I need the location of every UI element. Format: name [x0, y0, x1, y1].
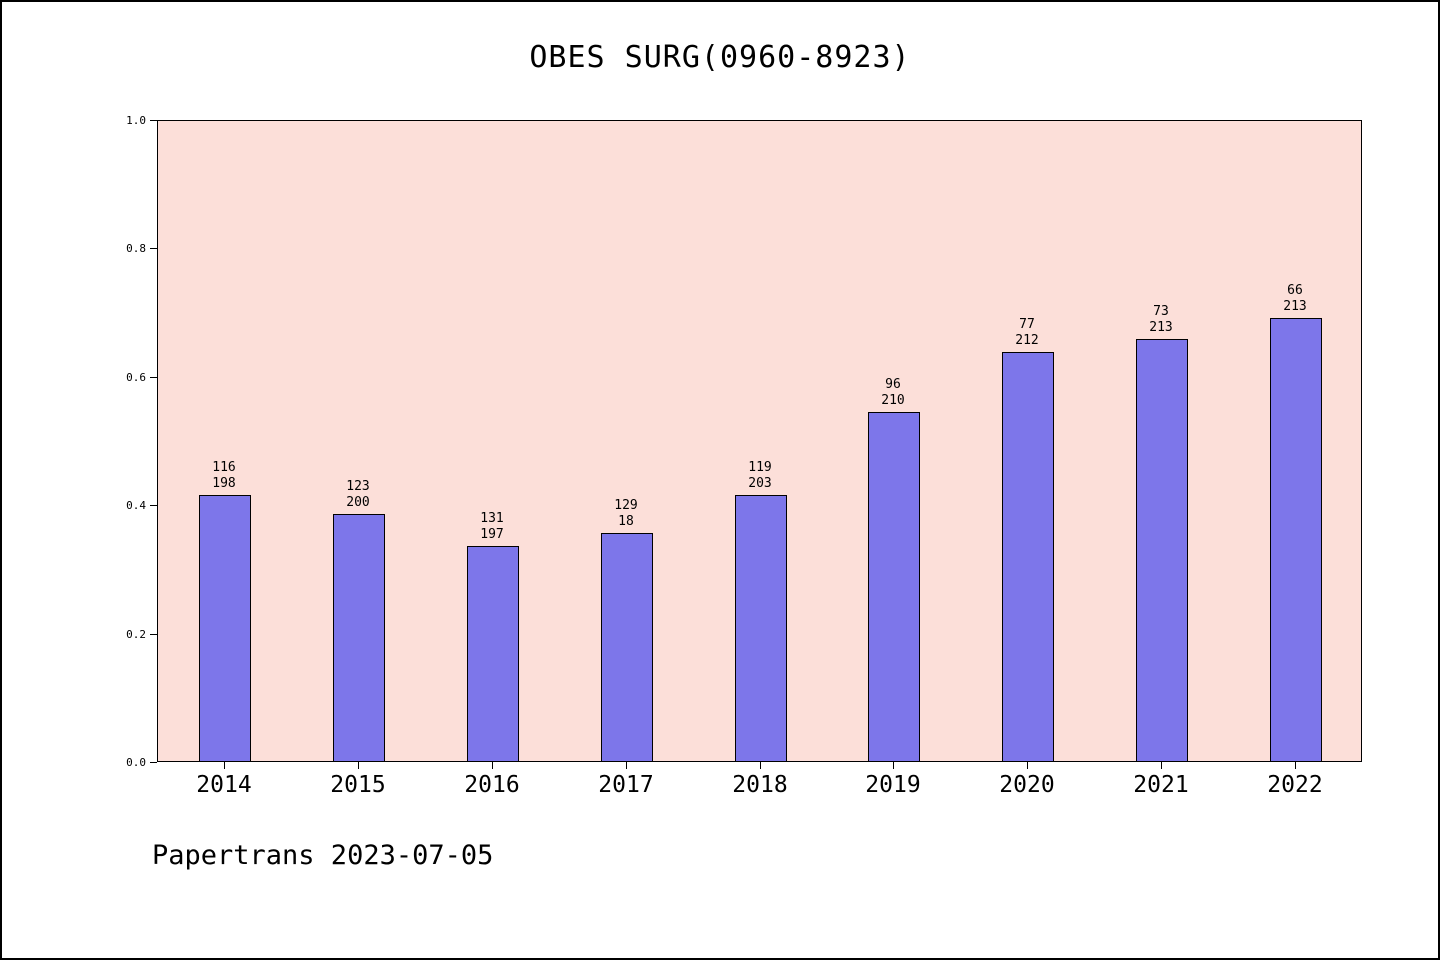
chart-title: OBES SURG(0960-8923)	[529, 40, 911, 75]
x-tick-mark-2014	[224, 762, 225, 769]
bar-value-label-2020: 77 212	[1015, 317, 1039, 348]
bar-value-label-2017: 129 18	[614, 498, 638, 529]
x-tick-mark-2017	[626, 762, 627, 769]
x-tick-label-2020: 2020	[999, 772, 1055, 798]
plot-area	[157, 120, 1362, 762]
bar-2014	[199, 495, 251, 761]
bar-2015	[333, 514, 385, 761]
y-tick-mark-0.4	[150, 505, 157, 506]
bar-2019	[868, 412, 920, 761]
x-tick-mark-2020	[1027, 762, 1028, 769]
x-tick-label-2017: 2017	[598, 772, 654, 798]
y-tick-mark-0.6	[150, 377, 157, 378]
x-tick-mark-2021	[1161, 762, 1162, 769]
y-tick-label-0.0: 0.0	[126, 756, 146, 769]
x-tick-mark-2018	[760, 762, 761, 769]
x-tick-label-2019: 2019	[865, 772, 921, 798]
y-tick-mark-0.8	[150, 248, 157, 249]
x-tick-label-2021: 2021	[1133, 772, 1189, 798]
bar-value-label-2022: 66 213	[1283, 283, 1307, 314]
x-tick-mark-2015	[358, 762, 359, 769]
x-tick-label-2022: 2022	[1267, 772, 1323, 798]
footer-text: Papertrans 2023-07-05	[152, 840, 494, 871]
bar-value-label-2015: 123 200	[346, 479, 370, 510]
x-tick-label-2018: 2018	[732, 772, 788, 798]
y-tick-label-0.8: 0.8	[126, 242, 146, 255]
x-tick-label-2016: 2016	[464, 772, 520, 798]
x-tick-mark-2022	[1295, 762, 1296, 769]
bar-value-label-2014: 116 198	[212, 460, 236, 491]
y-tick-label-0.4: 0.4	[126, 499, 146, 512]
bar-2020	[1002, 352, 1054, 761]
x-tick-mark-2019	[893, 762, 894, 769]
x-tick-label-2015: 2015	[330, 772, 386, 798]
bar-value-label-2019: 96 210	[881, 377, 905, 408]
bar-value-label-2021: 73 213	[1149, 304, 1173, 335]
y-tick-label-1.0: 1.0	[126, 114, 146, 127]
bar-2017	[601, 533, 653, 761]
y-tick-mark-0.2	[150, 634, 157, 635]
x-tick-mark-2016	[492, 762, 493, 769]
bar-2016	[467, 546, 519, 761]
bar-2018	[735, 495, 787, 761]
y-tick-label-0.6: 0.6	[126, 371, 146, 384]
bar-2021	[1136, 339, 1188, 761]
bar-2022	[1270, 318, 1322, 761]
x-tick-label-2014: 2014	[196, 772, 252, 798]
bar-value-label-2016: 131 197	[480, 511, 504, 542]
y-tick-label-0.2: 0.2	[126, 628, 146, 641]
y-tick-mark-0.0	[150, 762, 157, 763]
bar-value-label-2018: 119 203	[748, 460, 772, 491]
y-tick-mark-1.0	[150, 120, 157, 121]
